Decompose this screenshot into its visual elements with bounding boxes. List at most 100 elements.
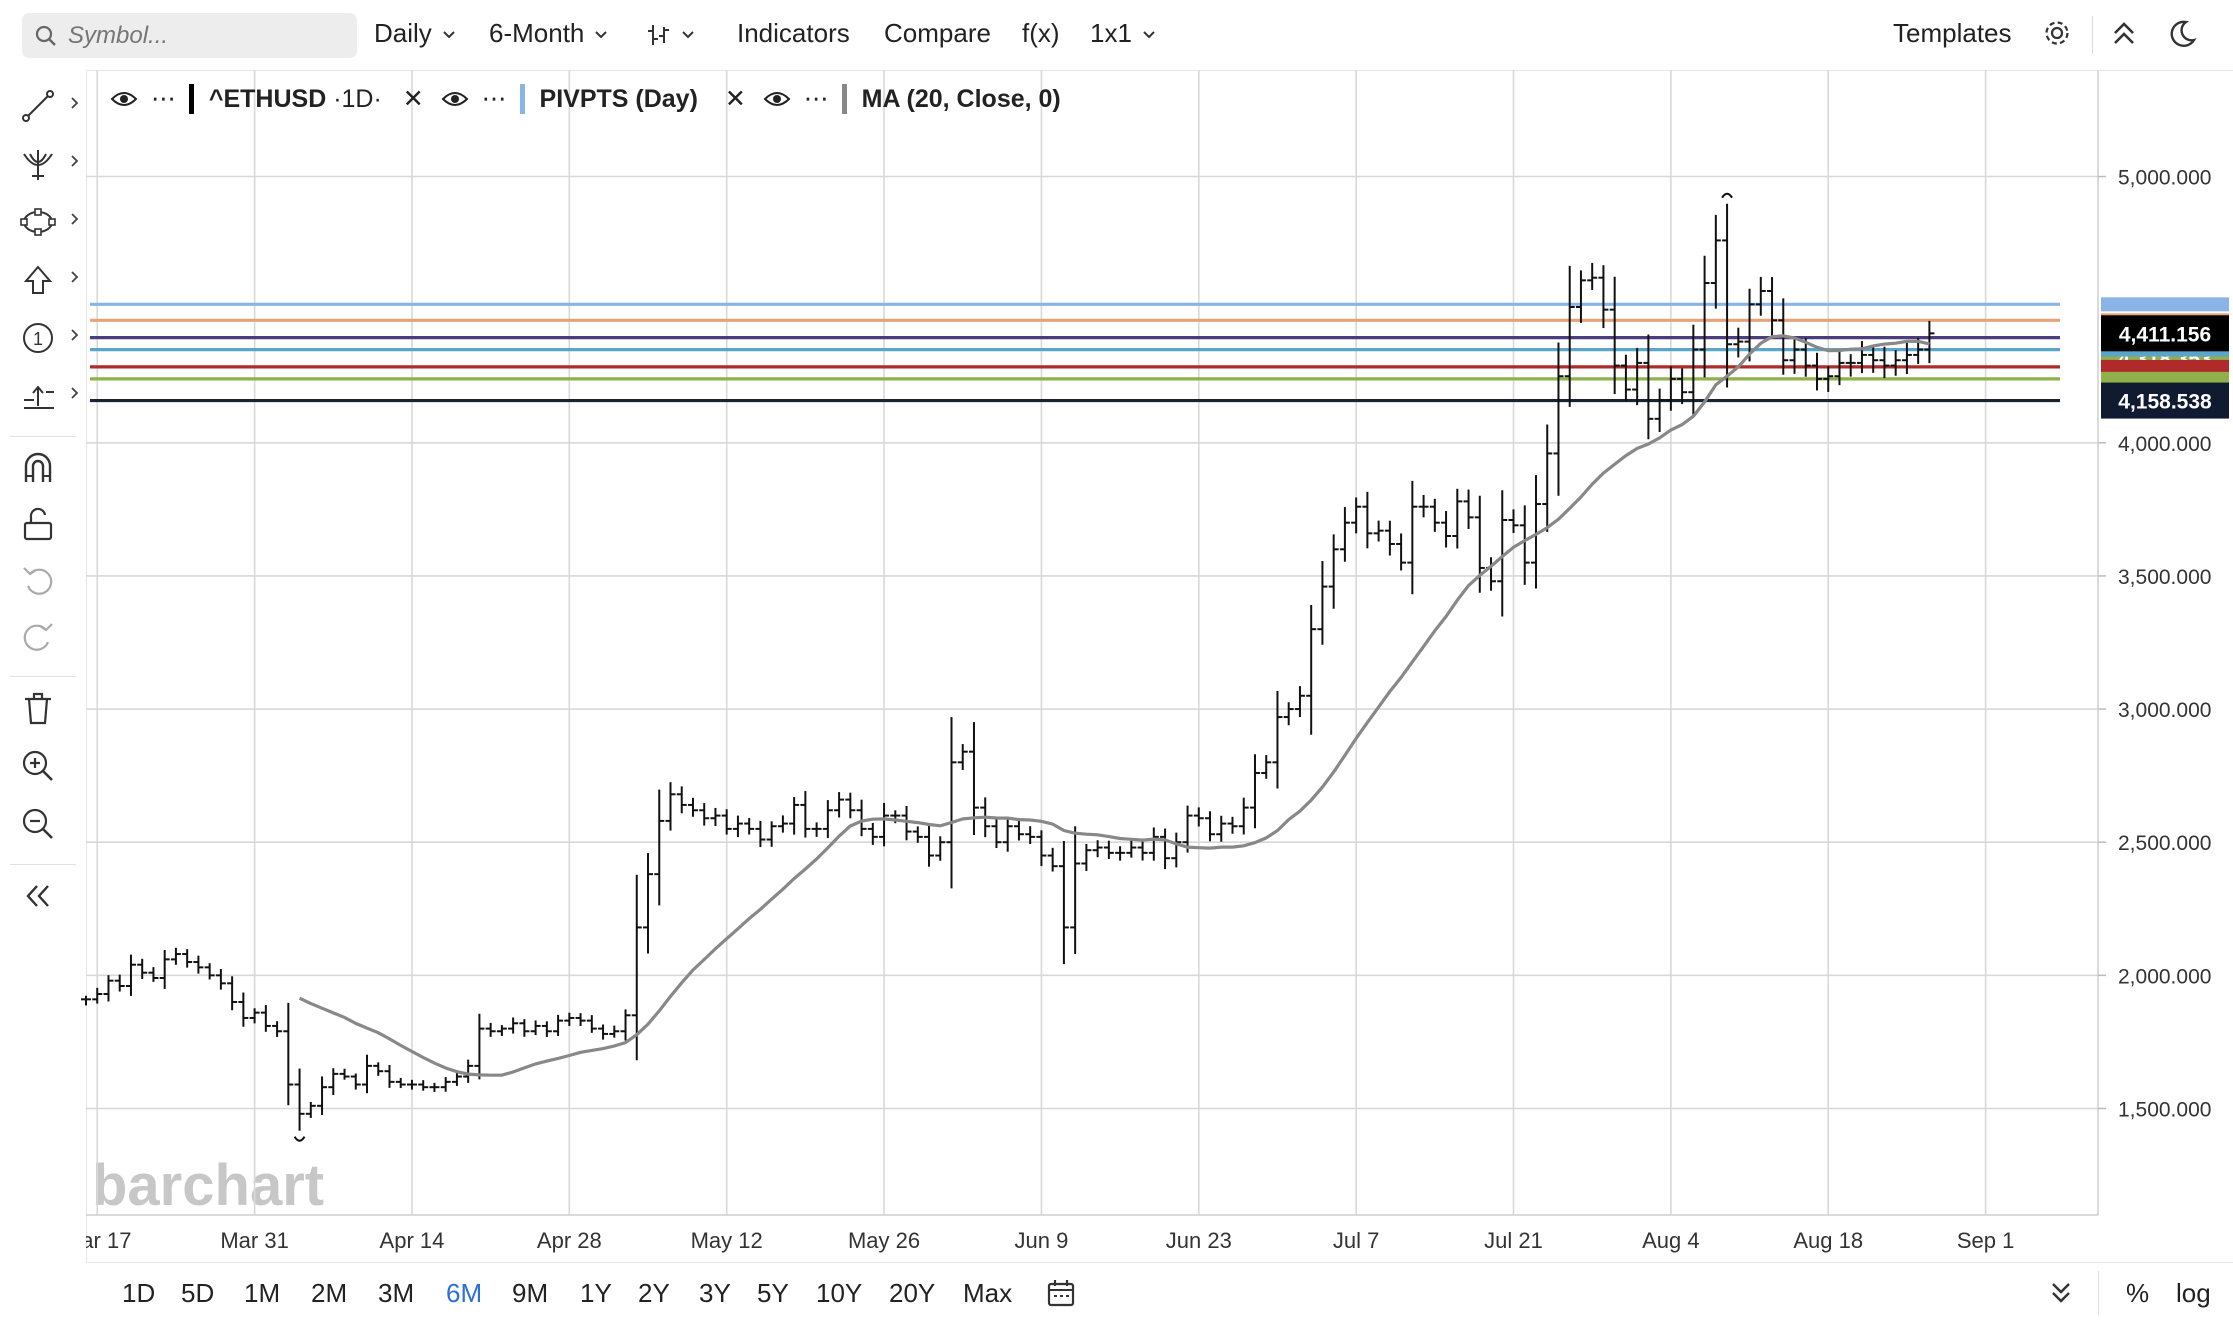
ohlc-bar [946,717,957,889]
pivots-label[interactable]: PIVPTS (Day) [539,84,698,113]
marker-tool[interactable]: 1 [20,320,79,361]
symbol-search[interactable] [22,13,357,58]
ohlc-bar [1317,561,1328,645]
range-button-5d[interactable]: 5D [181,1278,215,1308]
ohlc-bar [1171,832,1182,868]
top-toolbar: Daily 6-Month Indicators Compare f(x) 1x… [0,0,2233,71]
more-options-icon[interactable]: ⋯ [481,85,507,114]
ohlc-bar [159,949,170,989]
ohlc-bar [822,800,833,839]
ohlc-bar [1722,203,1733,388]
symbol-interval: ·1D· [333,84,382,113]
ohlc-bar [1620,354,1631,402]
ohlc-bar [1441,511,1452,548]
range-bar: 1D 5D 1M 2M 3M 6M 9M 1Y 2Y 3Y 5Y 10Y 20Y Max % log [86,1262,2233,1323]
range-button-20y[interactable]: 20Y [889,1278,936,1308]
collapse-up-icon[interactable] [2110,18,2138,48]
ohlc-bar [800,791,811,838]
range-button-3y[interactable]: 3Y [699,1278,731,1308]
price-chart[interactable]: barchart 1,500.000 2,000.000 2,500.000 3,00… [0,0,2233,1262]
more-options-icon[interactable]: ⋯ [803,85,829,114]
number-marker-icon: 1 [23,323,53,353]
ohlc-bar [1002,816,1013,852]
range-button-max[interactable]: Max [963,1278,1013,1308]
range-button-10y[interactable]: 10Y [816,1278,863,1308]
measure-tool[interactable] [20,378,79,419]
search-input[interactable] [66,19,350,53]
shape-tool[interactable] [20,204,79,245]
ohlc-bar [654,789,665,906]
eye-icon[interactable] [763,89,791,109]
indicators-button[interactable]: Indicators [737,18,850,48]
symbol-label[interactable]: ^ETHUSD [208,84,327,113]
templates-button[interactable]: Templates [1893,18,2012,48]
range-button-9m[interactable]: 9M [512,1278,549,1308]
eye-icon[interactable] [110,89,138,109]
line-tool[interactable] [20,88,79,129]
ohlc-bar [1901,341,1912,375]
arrow-tool[interactable] [20,262,79,303]
interval-dropdown[interactable]: Daily [374,18,456,49]
expand-down-icon[interactable] [2048,1279,2074,1307]
ohlc-bar [1216,815,1227,842]
ohlc-bar [1632,347,1643,406]
percent-toggle[interactable]: % [2126,1278,2150,1308]
range-button-5y[interactable]: 5Y [757,1278,789,1308]
lock-tool[interactable] [20,506,56,547]
eye-icon[interactable] [441,89,469,109]
range-button-3m[interactable]: 3M [378,1278,415,1308]
range-button-2m[interactable]: 2M [311,1278,348,1308]
range-dropdown[interactable]: 6-Month [489,18,608,49]
range-button-1d[interactable]: 1D [122,1278,156,1308]
ohlc-bar [1407,480,1418,595]
zoom-out-tool[interactable] [20,806,56,847]
price-label-text: 4,411.156 [2119,323,2211,346]
ohlc-bar [901,805,912,841]
ohlc-bar [1418,494,1429,518]
compare-button[interactable]: Compare [884,18,991,48]
pitchfork-tool[interactable] [20,146,79,187]
gear-icon[interactable] [2042,18,2072,48]
x-tick-label: May 26 [848,1228,920,1253]
y-axis: 1,500.000 2,000.000 2,500.000 3,000.000 3,50… [2098,167,2211,1121]
range-button-6m[interactable]: 6M [446,1278,483,1308]
ohlc-bar [912,826,923,843]
layout-dropdown[interactable]: 1x1 [1090,18,1156,49]
moon-icon[interactable] [2166,18,2198,50]
ohlc-bar [1160,828,1171,870]
bar-type-dropdown[interactable] [645,18,695,49]
y-tick-label: 2,000.000 [2118,965,2211,988]
ohlc-bar [1463,489,1474,529]
magnet-tool[interactable] [20,450,56,491]
pitchfork-icon [23,150,53,180]
delete-tool[interactable] [20,690,56,731]
calendar-icon[interactable] [1046,1278,1076,1308]
ohlc-bar [789,797,800,835]
range-button-1y[interactable]: 1Y [580,1278,612,1308]
zoom-in-tool[interactable] [20,748,56,789]
ohlc-bar [1677,368,1688,405]
collapse-toolbar-button[interactable] [20,878,56,919]
ohlc-bar [283,1002,294,1106]
ohlc-bar [92,987,103,1004]
close-icon[interactable]: ✕ [402,85,424,114]
ohlc-bar [170,947,181,965]
x-tick-label: Mar 31 [220,1228,288,1253]
log-toggle[interactable]: log [2176,1278,2211,1308]
divider [2098,1271,2099,1315]
redo-tool[interactable] [20,618,56,659]
ohlc-bar [1126,840,1137,858]
ohlc-bar [272,1021,283,1037]
ohlc-bar [1384,520,1395,556]
range-button-1m[interactable]: 1M [244,1278,281,1308]
range-button-2y[interactable]: 2Y [638,1278,670,1308]
undo-tool[interactable] [20,562,56,603]
fx-button[interactable]: f(x) [1022,18,1060,48]
close-icon[interactable]: ✕ [724,85,746,114]
ohlc-bar [1755,276,1766,316]
ohlc-bar [935,836,946,861]
ohlc-bar [1598,265,1609,329]
more-options-icon[interactable]: ⋯ [150,85,176,114]
ma-label[interactable]: MA (20, Close, 0) [861,84,1061,113]
ohlc-bar [1070,826,1081,955]
